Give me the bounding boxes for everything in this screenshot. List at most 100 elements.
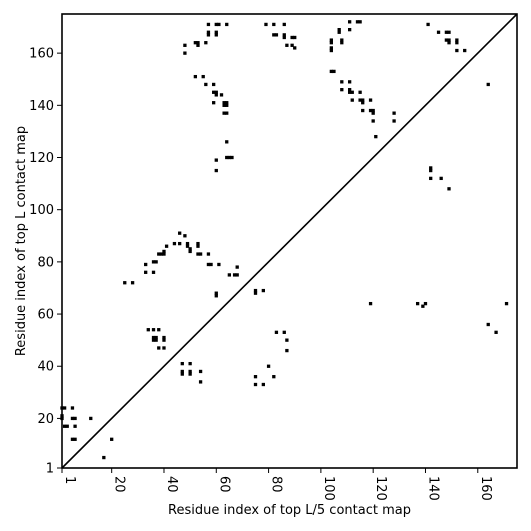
data-points — [60, 20, 509, 460]
contact-point-lower — [162, 249, 166, 254]
contact-point-lower — [130, 281, 135, 285]
contact-point-upper — [361, 98, 365, 102]
contact-point-upper — [285, 43, 289, 47]
diagonal-line — [61, 13, 518, 469]
contact-point-upper — [225, 140, 229, 144]
contact-point-lower — [266, 364, 271, 368]
x-tick-label: 60 — [216, 476, 231, 493]
contact-point-lower — [144, 270, 148, 274]
contact-point-lower — [151, 260, 156, 264]
contact-point-upper — [193, 74, 198, 79]
contact-point-lower — [504, 301, 509, 306]
contact-point-upper — [429, 176, 433, 181]
contact-point-lower — [261, 382, 266, 387]
contact-point-lower — [214, 291, 218, 295]
contact-point-lower — [162, 338, 166, 342]
y-tick-label: 120 — [29, 151, 54, 166]
contact-point-lower — [185, 241, 190, 246]
contact-point-upper — [214, 90, 218, 94]
contact-point-upper — [447, 30, 451, 34]
contact-point-lower — [494, 330, 498, 334]
contact-point-lower — [196, 252, 200, 256]
x-tick-label: 120 — [373, 476, 388, 501]
contact-point-upper — [439, 176, 443, 181]
x-axis-label: Residue index of top L/5 contact map — [168, 503, 411, 518]
contact-point-upper — [214, 30, 218, 34]
contact-point-upper — [212, 101, 216, 105]
contact-point-upper — [392, 111, 396, 115]
contact-point-lower — [180, 361, 184, 366]
contact-point-upper — [183, 43, 187, 47]
contact-point-upper — [293, 46, 297, 50]
y-tick-label: 40 — [37, 360, 54, 375]
contact-point-upper — [340, 80, 344, 84]
contact-point-upper — [225, 111, 229, 115]
contact-point-upper — [214, 22, 218, 27]
contact-point-lower — [162, 346, 166, 350]
contact-point-lower — [162, 252, 166, 256]
contact-point-lower — [73, 437, 77, 441]
contact-point-lower — [172, 241, 177, 246]
contact-point-lower — [157, 346, 161, 350]
x-tick-label: 1 — [62, 476, 77, 484]
contact-point-upper — [358, 98, 362, 102]
x-tick-label: 40 — [164, 476, 179, 493]
y-tick-label: 1 — [46, 462, 54, 477]
contact-point-lower — [159, 252, 164, 256]
contact-point-lower — [123, 281, 127, 285]
contact-point-upper — [193, 41, 198, 45]
contact-point-lower — [73, 424, 77, 428]
contact-point-lower — [89, 416, 93, 421]
contact-point-lower — [154, 335, 158, 340]
x-tick-label: 160 — [478, 476, 493, 501]
contact-point-lower — [285, 348, 289, 353]
contact-point-upper — [355, 20, 360, 24]
contact-point-upper — [264, 22, 268, 27]
contact-point-lower — [423, 301, 428, 306]
contact-point-lower — [62, 406, 67, 410]
contact-point-lower — [151, 335, 156, 340]
contact-point-upper — [392, 119, 396, 123]
contact-point-lower — [70, 416, 75, 421]
contact-point-lower — [368, 301, 373, 306]
contact-point-upper — [282, 35, 286, 40]
contact-point-upper — [329, 38, 333, 42]
contact-point-lower — [178, 241, 182, 246]
contact-point-upper — [225, 22, 229, 27]
contact-point-lower — [164, 244, 169, 248]
plot-frame — [61, 13, 518, 469]
y-tick-label: 20 — [37, 412, 54, 427]
contact-point-lower — [206, 252, 211, 256]
contact-point-upper — [272, 22, 276, 27]
contact-point-upper — [290, 43, 294, 47]
contact-point-upper — [196, 41, 200, 45]
contact-point-upper — [426, 22, 430, 27]
contact-point-lower — [180, 369, 184, 374]
contact-point-lower — [198, 369, 203, 374]
contact-point-upper — [371, 119, 375, 123]
contact-point-upper — [222, 111, 226, 115]
contact-point-lower — [274, 330, 279, 334]
contact-point-lower — [261, 288, 266, 293]
x-tick-label: 20 — [112, 476, 127, 493]
contact-point-upper — [429, 168, 433, 173]
contact-point-lower — [253, 291, 258, 295]
contact-point-upper — [293, 35, 297, 40]
contact-point-upper — [361, 101, 365, 105]
contact-point-lower — [65, 424, 69, 428]
contact-point-lower — [180, 372, 184, 376]
contact-point-upper — [340, 38, 344, 42]
contact-point-lower — [151, 270, 156, 274]
contact-point-lower — [196, 241, 200, 246]
contact-point-lower — [285, 338, 289, 342]
contact-point-lower — [253, 375, 258, 379]
contact-point-lower — [272, 375, 276, 379]
contact-point-lower — [253, 382, 258, 387]
contact-point-upper — [371, 108, 375, 113]
contact-point-upper — [329, 41, 333, 45]
contact-point-upper — [206, 33, 211, 37]
contact-point-lower — [188, 247, 192, 251]
contact-point-upper — [206, 30, 211, 34]
contact-point-upper — [204, 82, 208, 87]
